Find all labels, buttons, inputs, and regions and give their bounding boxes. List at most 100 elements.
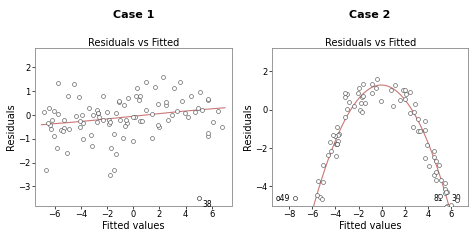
Text: 81: 81 xyxy=(434,194,443,203)
Point xyxy=(78,113,85,117)
Point xyxy=(396,98,404,102)
Point xyxy=(41,110,48,114)
Title: Residuals vs Fitted: Residuals vs Fitted xyxy=(325,38,416,48)
Point xyxy=(359,95,366,98)
Point xyxy=(319,180,327,184)
Point xyxy=(436,163,443,167)
Point xyxy=(136,119,144,123)
Point xyxy=(116,118,124,122)
Point xyxy=(85,106,92,110)
Point xyxy=(59,129,67,133)
Point xyxy=(132,95,140,98)
Point xyxy=(421,119,428,123)
Point xyxy=(291,196,299,200)
Point xyxy=(125,96,132,100)
Point xyxy=(401,88,409,92)
Point xyxy=(341,115,349,119)
Point xyxy=(195,106,202,109)
Point xyxy=(60,118,68,122)
Point xyxy=(142,108,149,112)
Point xyxy=(115,100,123,104)
Point xyxy=(204,131,212,135)
Point xyxy=(333,125,341,129)
Point xyxy=(99,94,107,98)
Point xyxy=(368,91,376,95)
Point xyxy=(436,194,443,198)
Point xyxy=(406,111,413,115)
X-axis label: Fitted values: Fitted values xyxy=(339,221,401,232)
Point xyxy=(120,103,128,107)
Point xyxy=(436,194,443,198)
Title: Residuals vs Fitted: Residuals vs Fitted xyxy=(88,38,179,48)
Point xyxy=(319,197,326,201)
Point xyxy=(328,149,335,153)
Point xyxy=(121,124,128,128)
Point xyxy=(133,86,141,90)
Point xyxy=(143,80,150,83)
Point xyxy=(53,146,61,150)
Point xyxy=(46,123,54,127)
Point xyxy=(361,101,368,105)
Point xyxy=(131,116,139,119)
Point xyxy=(219,126,226,129)
Point xyxy=(329,133,337,137)
Point xyxy=(195,196,202,200)
Point xyxy=(343,108,351,111)
Y-axis label: Residuals: Residuals xyxy=(6,104,16,150)
Point xyxy=(105,123,113,126)
Point xyxy=(445,209,452,213)
Point xyxy=(357,101,365,105)
Point xyxy=(58,128,65,132)
Point xyxy=(178,99,185,102)
Point xyxy=(129,115,137,119)
Point xyxy=(135,98,142,102)
Point xyxy=(342,95,349,99)
Point xyxy=(90,113,97,117)
Point xyxy=(119,136,127,140)
Point xyxy=(334,139,342,143)
Point xyxy=(387,88,395,92)
Point xyxy=(110,168,118,172)
Point xyxy=(187,94,195,97)
Point xyxy=(154,123,161,127)
Point xyxy=(368,82,375,86)
Point xyxy=(444,207,452,211)
Point xyxy=(107,146,114,150)
Point xyxy=(333,142,341,146)
Point xyxy=(65,127,73,131)
Point xyxy=(129,140,137,143)
Point xyxy=(204,134,212,138)
Point xyxy=(149,112,156,115)
Point xyxy=(316,195,324,199)
Point xyxy=(423,144,430,147)
Point xyxy=(414,117,422,121)
Point xyxy=(334,142,341,146)
Point xyxy=(444,190,451,194)
Point xyxy=(304,214,312,218)
Point xyxy=(196,90,204,94)
Point xyxy=(106,173,113,177)
Point xyxy=(355,86,362,90)
Point xyxy=(199,108,206,112)
Point xyxy=(64,94,72,98)
Point xyxy=(447,203,455,207)
Text: Case 2: Case 2 xyxy=(349,10,391,20)
Point xyxy=(93,108,101,112)
Point xyxy=(76,125,83,129)
Point xyxy=(441,181,449,185)
Point xyxy=(148,136,155,140)
Point xyxy=(402,92,410,96)
Point xyxy=(374,77,381,81)
Point xyxy=(315,179,322,183)
Point xyxy=(356,108,364,112)
Point xyxy=(49,118,56,122)
Point xyxy=(95,115,102,119)
Point xyxy=(195,196,202,200)
Point xyxy=(443,204,451,208)
Point xyxy=(430,155,438,159)
Point xyxy=(204,98,211,101)
Text: 38: 38 xyxy=(203,200,212,209)
Point xyxy=(400,88,407,92)
Point xyxy=(191,110,199,114)
Point xyxy=(453,198,461,202)
